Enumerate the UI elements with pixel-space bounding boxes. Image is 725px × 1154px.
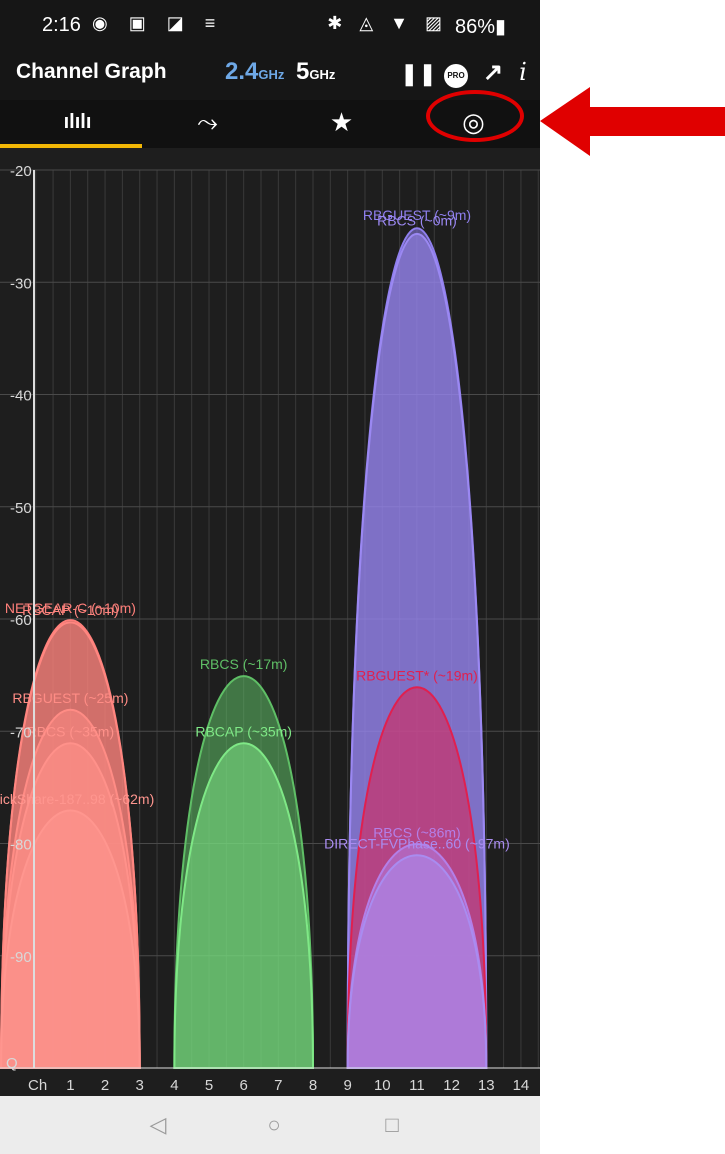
series-label: RBCS (~35m)	[27, 723, 115, 739]
chart-series-labels: NETGEAR-C (~10m)RBCAP (~10m) RBGUEST (~25…	[0, 207, 510, 852]
series-label: RBGUEST (~9m)	[363, 207, 471, 223]
y-tick-label: -90	[10, 949, 32, 966]
y-tick-label: -30	[10, 275, 32, 292]
app-bar: Channel Graph 2.4GHz 5GHz ❚❚ PRO ↗ i	[0, 52, 540, 100]
y-tick-label: -20	[10, 163, 32, 180]
x-tick-label: 11	[409, 1077, 425, 1094]
band-5ghz-label: 5	[296, 58, 310, 85]
x-tick-label: 1	[66, 1077, 74, 1094]
notification-icons: ◉ ▣ ◪ ≡	[92, 13, 224, 33]
series-curve	[346, 854, 488, 1069]
phone-screen: 2:16 ◉ ▣ ◪ ≡ ✱ ◬ ▼ ▨ 86%▮ Channel Graph …	[0, 0, 540, 1154]
system-status-icons: ✱ ◬ ▼ ▨	[327, 13, 448, 33]
series-label: ClickShare-187..98 (~62m)	[0, 791, 154, 807]
y-tick-label: -40	[10, 388, 32, 405]
x-axis-label: Ch	[28, 1077, 47, 1094]
x-tick-label: 2	[101, 1077, 109, 1094]
chart-curves	[0, 227, 488, 1069]
info-icon[interactable]: i	[519, 58, 527, 86]
band-24ghz-toggle[interactable]: 2.4GHz	[225, 58, 284, 86]
band-24ghz-unit: GHz	[258, 67, 285, 82]
x-tick-label: 10	[374, 1077, 391, 1094]
x-tick-label: 6	[240, 1077, 248, 1094]
y-tick-label: -80	[10, 837, 32, 854]
series-label: RBCS (~17m)	[200, 656, 288, 672]
y-tick-label: -70	[10, 724, 32, 741]
series-label: NETGEAR-C (~10m)	[5, 600, 136, 616]
x-tick-label: 7	[274, 1077, 282, 1094]
x-tick-label: 12	[443, 1077, 460, 1094]
x-tick-label: 9	[343, 1077, 351, 1094]
pro-badge-icon[interactable]: PRO	[444, 64, 468, 88]
y-tick-label: -60	[10, 612, 32, 629]
battery-indicator: 86%▮	[454, 16, 506, 38]
band-24ghz-label: 2.4	[225, 58, 259, 85]
x-tick-label: 13	[478, 1077, 495, 1094]
channel-graph-chart: NETGEAR-C (~10m)RBCAP (~10m) RBGUEST (~25…	[0, 148, 540, 1096]
series-curve	[173, 742, 314, 1069]
bar-chart-icon: ılılı	[63, 111, 92, 133]
selected-tab-indicator	[0, 144, 142, 148]
app-title: Channel Graph	[16, 60, 167, 83]
series-label: RBGUEST* (~19m)	[356, 667, 478, 683]
series-label: RBCAP (~35m)	[195, 723, 292, 739]
series-label: RBCAP (~10m)	[22, 602, 119, 618]
tab-bar-chart[interactable]: ılılı	[10, 100, 145, 148]
tab-ratings[interactable]: ★	[274, 100, 409, 148]
tab-time-graph[interactable]: ⤳	[140, 100, 275, 148]
red-arrow-icon	[540, 87, 725, 156]
status-bar: 2:16 ◉ ▣ ◪ ≡ ✱ ◬ ▼ ▨ 86%▮	[0, 0, 540, 52]
x-tick-label: 3	[136, 1077, 144, 1094]
highlight-circle	[426, 90, 524, 142]
pause-icon[interactable]: ❚❚	[400, 61, 437, 86]
series-label: RBCS (~0m)	[377, 213, 457, 229]
band-5ghz-unit: GHz	[309, 67, 336, 82]
share-icon[interactable]: ↗	[482, 59, 504, 86]
ratings-icon: ★	[329, 107, 354, 137]
nav-recents-icon[interactable]: □	[385, 1112, 399, 1137]
series-label: RBGUEST (~25m)	[12, 690, 128, 706]
y-axis-bottom-label: Q	[6, 1055, 18, 1072]
nav-back-icon[interactable]: ◁	[149, 1112, 167, 1137]
band-5ghz-toggle[interactable]: 5GHz	[296, 58, 335, 86]
x-tick-label: 5	[205, 1077, 213, 1094]
series-label: DIRECT-FVPhase..60 (~97m)	[324, 836, 510, 852]
system-nav-bar: ◁ ○ □	[0, 1096, 540, 1154]
series-label: RBCS (~86m)	[373, 825, 461, 841]
x-tick-label: 14	[513, 1077, 530, 1094]
series-curve	[0, 809, 141, 1069]
time-graph-icon: ⤳	[197, 107, 218, 137]
nav-home-icon[interactable]: ○	[267, 1112, 281, 1137]
y-tick-label: -50	[10, 500, 32, 517]
x-tick-label: 8	[309, 1077, 317, 1094]
status-time: 2:16	[42, 14, 81, 36]
x-tick-label: 4	[170, 1077, 178, 1094]
